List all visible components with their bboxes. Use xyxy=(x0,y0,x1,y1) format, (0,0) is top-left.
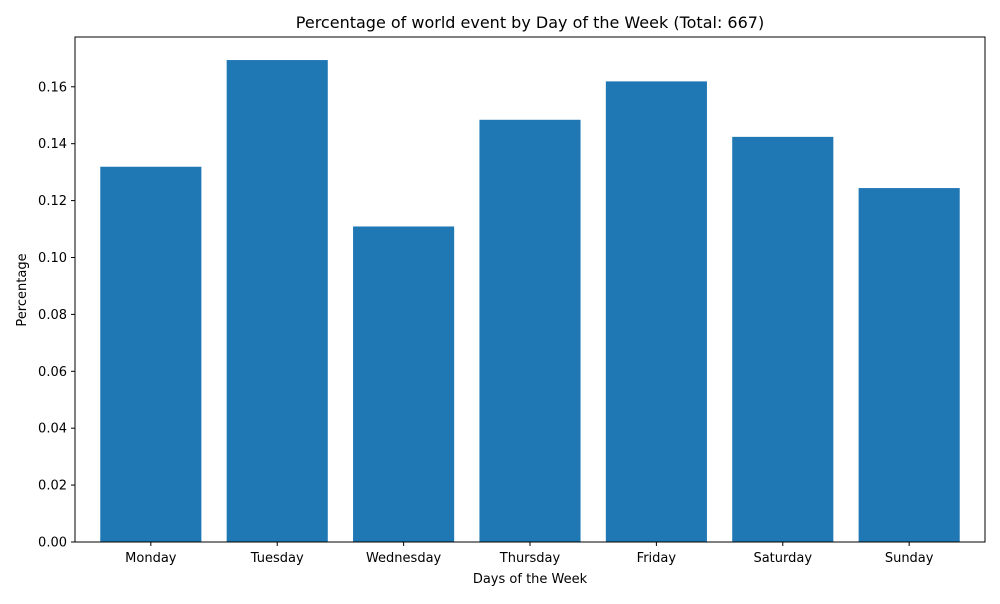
y-tick-label: 0.12 xyxy=(38,194,67,209)
x-tick-label: Tuesday xyxy=(250,551,304,566)
y-tick-label: 0.02 xyxy=(38,479,67,494)
bar-saturday xyxy=(732,136,834,542)
y-tick-label: 0.04 xyxy=(38,422,67,437)
y-axis-ticks: 0.00 0.02 0.04 0.06 0.08 0.10 0.12 0.14 0.16 xyxy=(38,80,75,551)
bar-wednesday xyxy=(353,226,455,542)
y-tick-label: 0.10 xyxy=(38,251,67,266)
bar-monday xyxy=(100,166,202,542)
y-tick-label: 0.16 xyxy=(38,80,67,95)
y-tick-label: 0.06 xyxy=(38,365,67,380)
bar-friday xyxy=(605,81,707,543)
x-tick-label: Thursday xyxy=(499,551,561,566)
bar-sunday xyxy=(858,188,960,542)
x-tick-label: Wednesday xyxy=(366,551,442,566)
y-tick-label: 0.08 xyxy=(38,308,67,323)
y-axis-label: Percentage xyxy=(15,253,30,326)
x-tick-label: Friday xyxy=(637,551,677,566)
chart-title: Percentage of world event by Day of the … xyxy=(296,13,764,32)
y-tick-label: 0.14 xyxy=(38,137,67,152)
y-tick-label: 0.00 xyxy=(38,536,67,551)
x-tick-label: Sunday xyxy=(885,551,934,566)
bar-thursday xyxy=(479,119,581,542)
bars-group xyxy=(100,60,960,543)
bar-tuesday xyxy=(226,60,328,542)
x-tick-label: Monday xyxy=(125,551,177,566)
x-tick-label: Saturday xyxy=(753,551,812,566)
x-axis-label: Days of the Week xyxy=(473,572,588,587)
plot-frame xyxy=(74,36,986,543)
x-axis-ticks: Monday Tuesday Wednesday Thursday Friday Satu… xyxy=(125,542,934,566)
